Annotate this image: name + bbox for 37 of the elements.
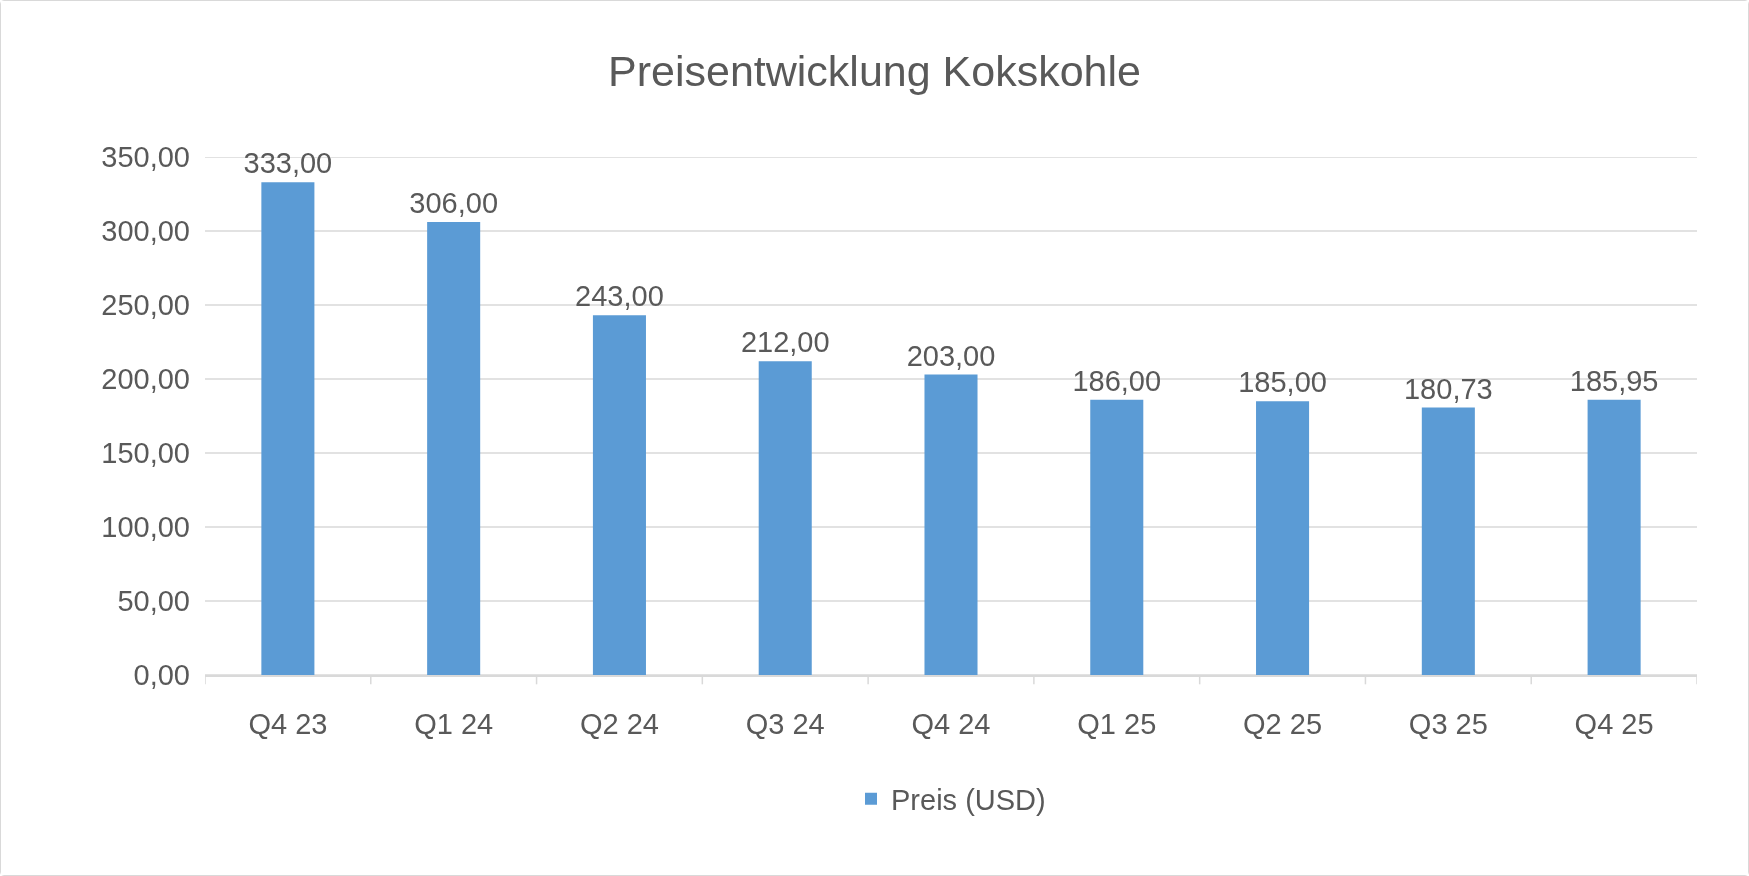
x-tick-label: Q4 23 [248,707,328,740]
data-label: 306,00 [409,187,499,220]
bar [261,182,315,675]
bar [427,222,481,675]
bar [924,374,978,675]
data-label: 212,00 [740,326,830,359]
bar [1421,407,1475,675]
data-label: 243,00 [575,280,664,313]
bar [1256,401,1310,675]
x-tick-label: Q1 25 [1077,707,1157,740]
x-tick-label: Q4 24 [911,707,991,740]
bar [1090,399,1144,675]
x-tick-label: Q4 25 [1574,707,1654,740]
x-tick-label: Q3 24 [745,707,825,740]
x-tick-label: Q2 25 [1243,707,1323,740]
x-tick-label: Q3 25 [1408,707,1488,740]
y-tick-label: 50,00 [117,585,190,618]
y-tick-label: 100,00 [101,511,190,544]
bar [758,361,812,675]
y-tick-label: 0,00 [133,659,190,692]
data-label: 180,73 [1403,372,1493,405]
legend-label: Preis (USD) [891,784,1046,817]
data-label: 203,00 [906,339,996,372]
bar [1587,399,1641,675]
data-label: 185,95 [1569,364,1659,397]
data-label: 186,00 [1072,364,1162,397]
x-tick-label: Q1 24 [414,707,494,740]
y-tick-label: 350,00 [101,141,190,174]
x-tick-label: Q2 24 [579,707,659,740]
y-tick-label: 150,00 [101,437,190,470]
y-tick-label: 300,00 [101,215,190,248]
chart-title: Preisentwicklung Kokskohle [608,46,1141,95]
y-tick-label: 250,00 [101,289,190,322]
y-tick-label: 200,00 [101,363,190,396]
bar [592,315,646,675]
data-label: 333,00 [243,147,333,180]
data-label: 185,00 [1238,366,1327,399]
